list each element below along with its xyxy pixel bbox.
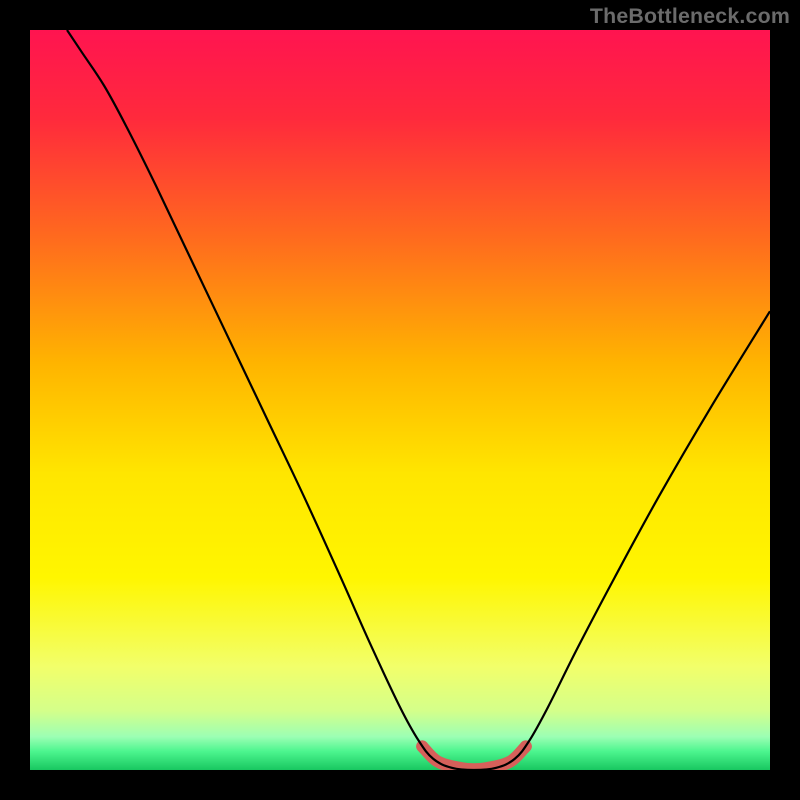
watermark-text: TheBottleneck.com: [590, 4, 790, 29]
bottleneck-chart: [0, 0, 800, 800]
gradient-background: [30, 30, 770, 770]
chart-stage: TheBottleneck.com: [0, 0, 800, 800]
plot-area: [30, 30, 770, 770]
